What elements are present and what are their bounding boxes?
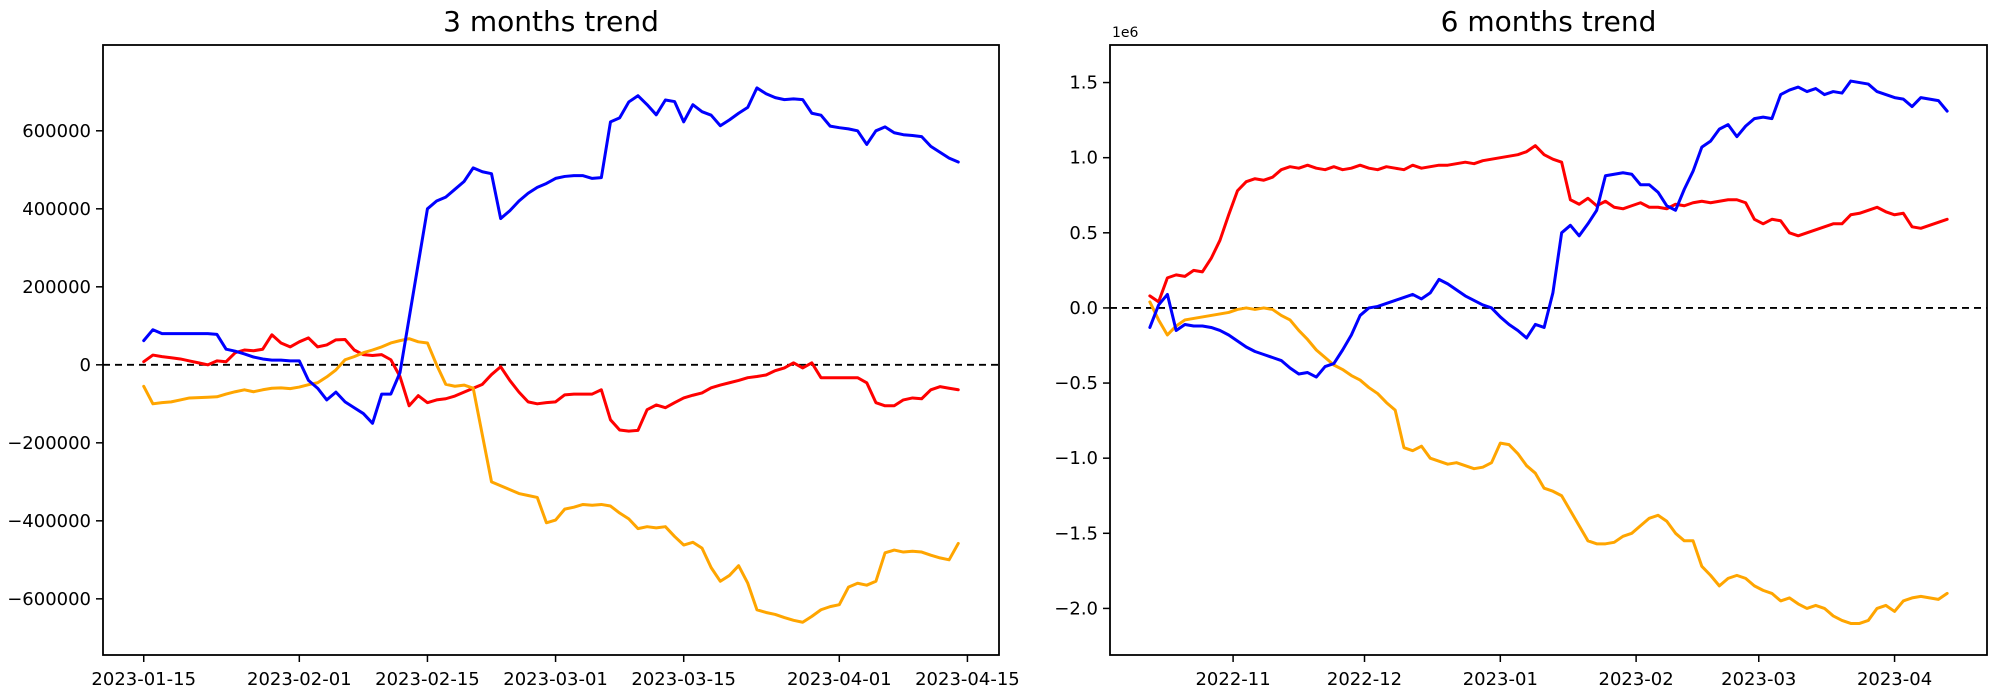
y-tick-label: −0.5 (1054, 373, 1098, 394)
chart-title-6-months: 6 months trend (1440, 5, 1657, 38)
x-tick-label: 2023-04-01 (787, 669, 892, 690)
x-tick-label: 2023-04 (1857, 669, 1932, 690)
x-tick-label: 2023-04-15 (915, 669, 1020, 690)
plot-area (1110, 45, 1987, 655)
y-axis: 600000 400000 200000 0 −200000 −400000 −600000 (7, 121, 103, 610)
axes-spines (102, 44, 1000, 656)
x-tick-label: 2022-11 (1195, 669, 1270, 690)
x-tick-label: 2023-03-01 (503, 669, 608, 690)
series-blue-line (1148, 79, 1949, 379)
y-tick-label: −1.5 (1054, 523, 1098, 544)
series-red-line (1148, 144, 1949, 304)
chart-title-3-months: 3 months trend (443, 5, 659, 38)
y-tick-label: 200000 (22, 277, 91, 298)
y-axis: 1.5 1.0 0.5 0.0 −0.5 −1.0 −1.5 −2.0 1e6 (1054, 25, 1138, 619)
x-tick-label: 2023-02-15 (375, 669, 480, 690)
y-tick-label: 600000 (22, 121, 91, 142)
x-tick-label: 2023-02 (1599, 669, 1674, 690)
y-tick-label: 0 (80, 355, 91, 376)
x-axis: 2022-11 2022-12 2023-01 2023-02 2023-03 2023-… (1195, 655, 1932, 690)
x-tick-label: 2023-03 (1721, 669, 1796, 690)
x-tick-label: 2023-01 (1463, 669, 1538, 690)
x-tick-label: 2023-02-01 (247, 669, 352, 690)
x-tick-label: 2022-12 (1327, 669, 1402, 690)
y-tick-label: 0.0 (1069, 298, 1098, 319)
y-tick-label: 0.5 (1069, 223, 1098, 244)
y-tick-label: −2.0 (1054, 598, 1098, 619)
plot-area (103, 45, 999, 655)
x-axis: 2023-01-15 2023-02-01 2023-02-15 2023-03-01… (91, 655, 1020, 690)
series-red-line (142, 333, 960, 433)
y-tick-label: −1.0 (1054, 448, 1098, 469)
series-orange-line (1148, 300, 1949, 625)
x-tick-label: 2023-03-15 (631, 669, 736, 690)
x-tick-label: 2023-01-15 (91, 669, 196, 690)
y-tick-label: −600000 (7, 589, 91, 610)
series-blue-line (142, 86, 960, 425)
series-orange-line (142, 337, 960, 624)
axes-spines (1109, 44, 1988, 656)
y-tick-label: 1.5 (1069, 73, 1098, 94)
y-tick-label: 400000 (22, 199, 91, 220)
chart-3-months-trend: 600000 400000 200000 0 −200000 −400000 −600000… (7, 44, 1020, 690)
y-tick-label: 1.0 (1069, 148, 1098, 169)
y-axis-offset-label: 1e6 (1112, 25, 1139, 41)
y-tick-label: −400000 (7, 511, 91, 532)
y-tick-label: −200000 (7, 433, 91, 454)
